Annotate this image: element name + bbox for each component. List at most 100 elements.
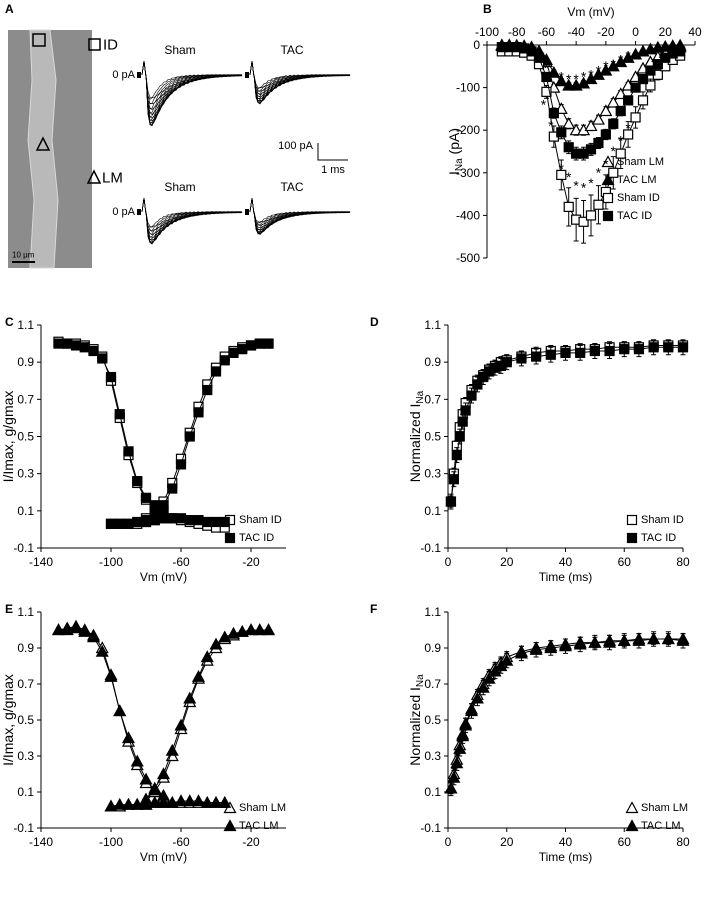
legend-marker xyxy=(625,801,639,814)
marker xyxy=(254,338,265,349)
annotation: * xyxy=(588,175,594,191)
marker xyxy=(165,743,179,756)
marker xyxy=(619,344,630,355)
marker xyxy=(130,754,144,767)
x-tick-label: 40 xyxy=(559,835,573,849)
marker xyxy=(237,344,248,355)
y-label-text: I/Imax, g/gmax xyxy=(0,391,16,483)
time-scale: 1 ms xyxy=(321,164,345,176)
series-line xyxy=(450,638,683,789)
legend-marker xyxy=(602,210,614,222)
marker xyxy=(589,345,600,357)
legend-label: Sham LM xyxy=(617,156,664,168)
marker xyxy=(183,691,197,704)
marker xyxy=(663,342,674,353)
marker xyxy=(584,119,598,132)
panel-a: A 10 μm ID LM Sham TAC Sham TAC 0 pA 0 p… xyxy=(5,2,351,269)
marker xyxy=(218,796,232,808)
marker xyxy=(516,353,527,364)
x-tick-label: 80 xyxy=(676,835,690,849)
marker xyxy=(648,342,659,353)
legend-label: LM xyxy=(102,170,123,187)
marker xyxy=(615,105,626,117)
annotation: * xyxy=(625,120,631,136)
legend-label: TAC ID xyxy=(617,210,652,222)
y-tick-label: -200 xyxy=(456,123,480,137)
marker xyxy=(148,781,162,794)
current-trace xyxy=(249,60,351,103)
panel-label: A xyxy=(5,2,14,16)
x-axis-label: Vm (mV) xyxy=(567,5,614,19)
annotation: * xyxy=(618,52,624,68)
marker xyxy=(526,46,537,57)
marker xyxy=(556,127,567,138)
legend-label: ID xyxy=(103,37,118,54)
y-tick-label: 0.5 xyxy=(424,713,441,727)
current-trace xyxy=(249,60,351,102)
y-axis-label: I/Imax, g/gmax xyxy=(0,391,16,483)
marker xyxy=(599,104,613,117)
marker xyxy=(563,142,574,153)
traces xyxy=(137,60,351,245)
y-tick-label: 0.1 xyxy=(424,504,441,518)
column-label: TAC xyxy=(280,43,303,57)
y-tick-label: 0.7 xyxy=(17,677,34,691)
current-trace xyxy=(141,197,243,245)
x-tick-label: 0 xyxy=(445,555,452,569)
current-trace xyxy=(141,197,243,243)
legend-marker xyxy=(224,532,236,544)
marker xyxy=(482,671,496,684)
marker xyxy=(226,626,241,639)
x-tick-label: -20 xyxy=(242,835,260,849)
y-tick-label: 1.1 xyxy=(424,605,441,619)
lm-marker xyxy=(35,136,51,151)
marker xyxy=(585,144,597,155)
y-tick-label: 0 xyxy=(473,38,480,52)
annotation: * xyxy=(536,54,542,70)
marker xyxy=(630,112,641,123)
current-trace xyxy=(249,60,351,105)
y-tick-label: 0.7 xyxy=(17,392,34,406)
y-tick-label: 0.1 xyxy=(424,785,441,799)
marker xyxy=(554,74,568,87)
marker xyxy=(114,518,125,529)
marker xyxy=(200,650,214,663)
marker xyxy=(191,794,206,807)
marker xyxy=(121,731,136,744)
legend-label: Sham ID xyxy=(617,192,660,204)
x-tick-label: 20 xyxy=(500,835,514,849)
marker xyxy=(95,644,109,657)
marker xyxy=(645,80,656,91)
marker xyxy=(140,515,152,526)
current-trace xyxy=(249,60,351,100)
marker xyxy=(78,625,92,637)
y-tick-label: 0.3 xyxy=(17,467,34,481)
marker xyxy=(219,516,230,528)
marker xyxy=(514,646,528,659)
marker xyxy=(253,623,267,636)
annotation: * xyxy=(581,179,587,195)
marker xyxy=(209,796,223,808)
legend-label: TAC LM xyxy=(641,820,681,832)
annotation: * xyxy=(611,56,617,72)
marker xyxy=(593,137,604,149)
marker xyxy=(459,718,473,731)
x-tick-label: 40 xyxy=(559,555,573,569)
y-tick-label: 0.3 xyxy=(424,467,441,481)
marker xyxy=(174,794,188,807)
marker xyxy=(585,210,597,221)
legend-label: TAC LM xyxy=(239,820,279,832)
x-axis-label: Vm (mV) xyxy=(140,850,187,864)
marker xyxy=(228,347,239,358)
marker xyxy=(470,691,484,704)
marker xyxy=(88,345,99,357)
x-tick-label: -100 xyxy=(475,25,499,39)
marker xyxy=(245,340,257,351)
marker xyxy=(578,216,589,227)
y-tick-label: -500 xyxy=(456,251,480,265)
legend-marker xyxy=(601,155,615,168)
marker xyxy=(70,340,82,351)
x-tick-label: 20 xyxy=(659,25,673,39)
